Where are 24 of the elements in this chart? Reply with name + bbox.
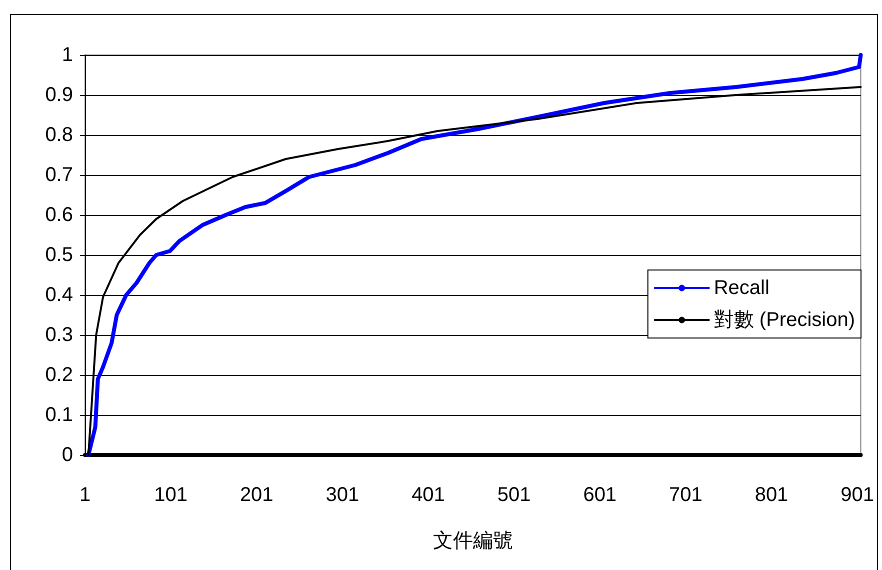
legend-label: Recall — [714, 277, 770, 299]
x-tick-label: 601 — [583, 484, 617, 506]
legend-label: 對數 (Precision) — [714, 309, 856, 331]
y-tick-label: 0.1 — [45, 404, 73, 426]
y-tick-label: 0.6 — [45, 204, 73, 226]
x-tick-label: 701 — [669, 484, 702, 506]
y-tick-label: 0.4 — [45, 284, 73, 306]
x-tick-label: 301 — [326, 484, 360, 506]
x-axis-title: 文件編號 — [432, 530, 513, 552]
y-tick-label: 0 — [62, 444, 73, 466]
x-tick-label: 401 — [412, 484, 445, 506]
x-tick-label: 101 — [154, 484, 188, 506]
x-tick-label: 1 — [79, 484, 91, 506]
y-tick-label: 0.2 — [45, 364, 73, 386]
x-tick-label: 201 — [240, 484, 274, 506]
x-tick-label: 801 — [754, 484, 788, 506]
y-tick-label: 0.3 — [45, 324, 73, 346]
x-tick-label: 501 — [497, 484, 531, 506]
y-tick-label: 0.8 — [45, 124, 73, 146]
y-tick-label: 0.5 — [45, 244, 73, 266]
y-tick-label: 0.9 — [45, 84, 73, 106]
y-tick-label: 0.7 — [45, 164, 73, 186]
y-tick-label: 1 — [62, 44, 73, 66]
x-tick-label: 901 — [840, 484, 874, 506]
